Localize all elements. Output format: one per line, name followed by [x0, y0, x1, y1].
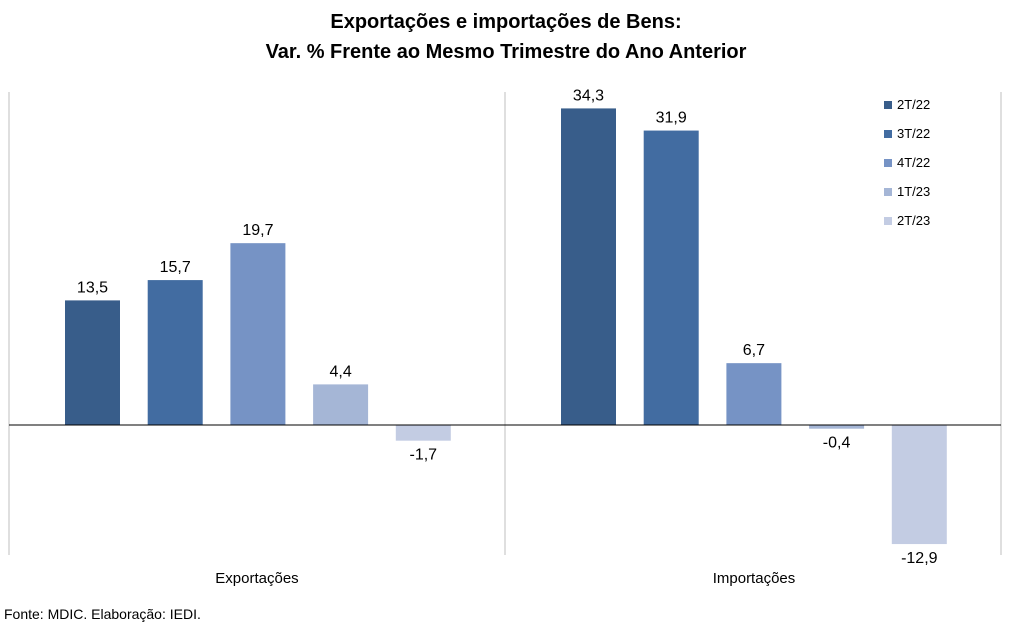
legend-swatch: [884, 216, 892, 225]
legend-swatch: [884, 187, 892, 196]
data-label: -1,7: [410, 447, 438, 464]
legend-item: 2T/22: [884, 90, 930, 119]
legend-label: 4T/22: [897, 155, 931, 170]
chart-subtitle: Var. % Frente ao Mesmo Trimestre do Ano …: [265, 41, 747, 63]
legend-item: 2T/23: [884, 206, 930, 235]
legend-item: 3T/22: [884, 119, 930, 148]
legend-swatch: [884, 100, 892, 109]
chart-title: Exportações e importações de Bens:: [330, 11, 682, 33]
legend-label: 3T/22: [897, 126, 931, 141]
data-label: 13,5: [77, 279, 108, 296]
data-label: 19,7: [242, 222, 273, 239]
bar-3T-22-1: [643, 130, 699, 426]
legend-swatch: [884, 158, 892, 167]
data-label: 4,4: [329, 363, 351, 380]
legend-label: 2T/23: [897, 213, 931, 228]
bar-4T-22-0: [230, 243, 286, 425]
bar-3T-22-0: [147, 280, 203, 425]
bar-1T-23-0: [313, 384, 369, 425]
bar-2T-23-1: [891, 425, 947, 545]
data-label: -0,4: [823, 435, 851, 452]
category-label: Exportações: [215, 570, 298, 587]
data-label: 34,3: [573, 87, 604, 104]
chart-legend: 2T/22 3T/22 4T/22 1T/23 2T/23: [884, 90, 930, 235]
bar-2T-23-0: [395, 425, 451, 441]
legend-swatch: [884, 129, 892, 138]
legend-item: 1T/23: [884, 177, 930, 206]
bar-chart: 13,5 34,3 15,7 31,9 19,7 6,7 4,4 -0,4 -1,7 -12,9 E…: [8, 87, 1002, 587]
bar-1T-23-1: [809, 425, 865, 429]
bar-2T-22-0: [65, 300, 120, 425]
category-label: Importações: [713, 570, 796, 587]
data-label: -12,9: [901, 550, 938, 567]
source-note: Fonte: MDIC. Elaboração: IEDI.: [4, 606, 201, 622]
legend-item: 4T/22: [884, 148, 930, 177]
data-label: 6,7: [743, 342, 765, 359]
bar-2T-22-1: [561, 108, 616, 425]
legend-label: 2T/22: [897, 97, 931, 112]
data-label: 15,7: [160, 259, 191, 276]
data-label: 31,9: [656, 110, 687, 127]
bar-4T-22-1: [726, 363, 782, 425]
legend-label: 1T/23: [897, 184, 931, 199]
